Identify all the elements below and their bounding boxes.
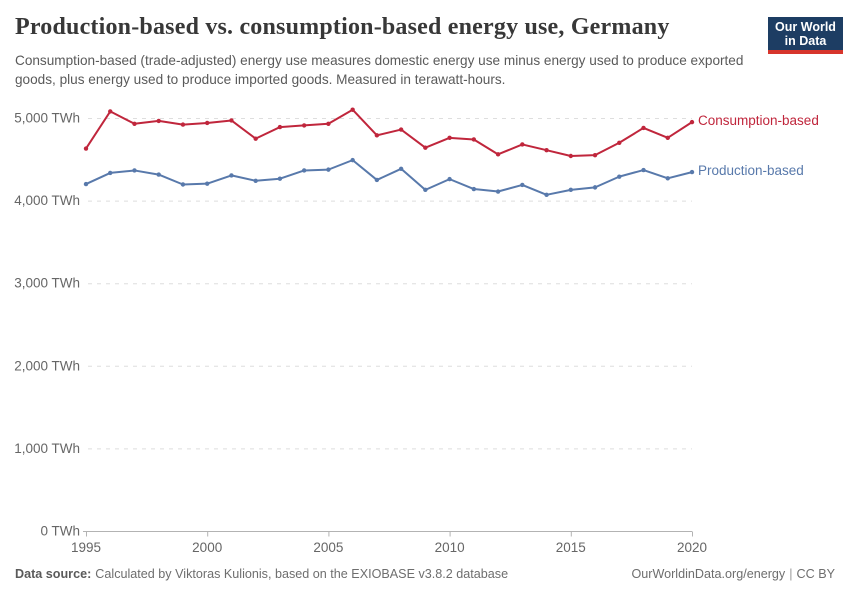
data-point-consumption-based-2004[interactable] xyxy=(301,123,307,128)
data-point-production-based-2018[interactable] xyxy=(641,167,646,173)
data-point-production-based-1999[interactable] xyxy=(180,182,186,187)
y-axis-tick-label: 0 TWh xyxy=(40,524,80,539)
y-axis-tick-label: 3,000 TWh xyxy=(14,276,80,291)
data-point-consumption-based-1998[interactable] xyxy=(156,118,161,124)
data-point-consumption-based-2012[interactable] xyxy=(495,152,501,157)
data-point-production-based-2011[interactable] xyxy=(471,186,477,192)
data-point-consumption-based-2013[interactable] xyxy=(520,142,525,147)
x-axis-tick-label: 2010 xyxy=(435,540,465,555)
data-point-consumption-based-2018[interactable] xyxy=(641,125,646,131)
footer-separator: | xyxy=(789,567,793,581)
data-point-consumption-based-2006[interactable] xyxy=(350,107,355,112)
logo-text-line2: in Data xyxy=(784,34,827,48)
owid-url[interactable]: OurWorldinData.org/energy xyxy=(631,567,786,581)
data-point-production-based-2006[interactable] xyxy=(350,157,355,163)
data-source-label: Data source: xyxy=(15,567,92,581)
x-axis-tick-label: 1995 xyxy=(71,540,101,555)
series-label-production-based[interactable]: Production-based xyxy=(698,163,804,179)
data-point-consumption-based-2003[interactable] xyxy=(277,124,283,130)
data-point-consumption-based-2001[interactable] xyxy=(229,118,234,123)
data-point-consumption-based-2019[interactable] xyxy=(665,135,670,141)
data-source-text: Calculated by Viktoras Kulionis, based o… xyxy=(95,567,509,581)
data-point-consumption-based-1997[interactable] xyxy=(132,121,137,126)
data-point-production-based-2014[interactable] xyxy=(544,192,549,198)
data-point-consumption-based-2015[interactable] xyxy=(568,153,573,159)
data-point-consumption-based-1995[interactable] xyxy=(83,146,89,151)
data-point-consumption-based-2000[interactable] xyxy=(205,120,210,126)
data-point-production-based-2016[interactable] xyxy=(592,185,598,190)
logo-accent-bar xyxy=(768,50,843,54)
data-point-consumption-based-1996[interactable] xyxy=(108,109,113,114)
y-axis-tick-label: 1,000 TWh xyxy=(14,441,80,456)
data-point-consumption-based-2002[interactable] xyxy=(253,136,258,141)
data-point-production-based-2017[interactable] xyxy=(617,174,622,179)
chart-title: Production-based vs. consumption-based e… xyxy=(15,14,670,40)
logo-text-line1: Our World xyxy=(775,20,836,34)
data-point-production-based-2002[interactable] xyxy=(253,178,258,183)
data-point-production-based-2005[interactable] xyxy=(326,167,331,172)
data-point-production-based-1995[interactable] xyxy=(83,181,89,187)
data-point-production-based-2012[interactable] xyxy=(495,189,501,194)
owid-logo: Our World in Data xyxy=(768,17,843,50)
data-point-consumption-based-2007[interactable] xyxy=(374,133,380,138)
data-point-production-based-1998[interactable] xyxy=(156,172,161,177)
data-point-production-based-2003[interactable] xyxy=(277,176,283,181)
license-label[interactable]: CC BY xyxy=(796,567,836,581)
data-point-consumption-based-2008[interactable] xyxy=(398,127,404,132)
chart-subtitle: Consumption-based (trade-adjusted) energ… xyxy=(15,53,744,87)
data-point-production-based-2001[interactable] xyxy=(229,173,234,178)
data-point-production-based-2010[interactable] xyxy=(447,176,452,182)
series-line-production-based[interactable] xyxy=(85,159,693,196)
data-point-production-based-2008[interactable] xyxy=(398,166,404,171)
data-point-consumption-based-2010[interactable] xyxy=(447,135,452,141)
data-point-consumption-based-2011[interactable] xyxy=(471,137,477,142)
y-axis-tick-label: 2,000 TWh xyxy=(14,358,80,373)
data-point-production-based-2020[interactable] xyxy=(689,169,695,175)
x-axis-tick-label: 2020 xyxy=(677,540,707,555)
x-axis-tick-label: 2000 xyxy=(192,540,222,555)
data-point-production-based-2004[interactable] xyxy=(301,168,307,173)
x-axis-tick-label: 2005 xyxy=(313,540,343,555)
data-point-production-based-2007[interactable] xyxy=(374,177,380,183)
data-point-production-based-2015[interactable] xyxy=(568,187,573,193)
attribution: OurWorldinData.org/energy | CC BY xyxy=(631,567,835,581)
data-point-consumption-based-2014[interactable] xyxy=(544,148,549,153)
data-source-note: Data source: Calculated by Viktoras Kulio… xyxy=(15,567,508,581)
chart-footer: Data source: Calculated by Viktoras Kulio… xyxy=(15,567,835,581)
data-point-consumption-based-2005[interactable] xyxy=(326,121,331,126)
data-point-consumption-based-2016[interactable] xyxy=(592,152,598,158)
data-point-consumption-based-2020[interactable] xyxy=(689,119,695,125)
data-point-consumption-based-2017[interactable] xyxy=(617,140,622,145)
data-point-consumption-based-2009[interactable] xyxy=(423,145,428,150)
data-point-production-based-2019[interactable] xyxy=(665,176,670,181)
series-line-consumption-based[interactable] xyxy=(85,108,693,157)
data-point-production-based-1997[interactable] xyxy=(132,168,137,173)
data-point-production-based-2009[interactable] xyxy=(423,187,428,193)
x-axis-tick-label: 2015 xyxy=(556,540,586,555)
y-axis-tick-label: 4,000 TWh xyxy=(14,193,80,208)
data-point-production-based-2013[interactable] xyxy=(520,182,525,188)
data-point-consumption-based-1999[interactable] xyxy=(180,122,186,127)
series-label-consumption-based[interactable]: Consumption-based xyxy=(698,113,819,129)
y-axis-tick-label: 5,000 TWh xyxy=(14,111,80,126)
data-point-production-based-1996[interactable] xyxy=(108,170,113,176)
data-point-production-based-2000[interactable] xyxy=(205,181,210,186)
